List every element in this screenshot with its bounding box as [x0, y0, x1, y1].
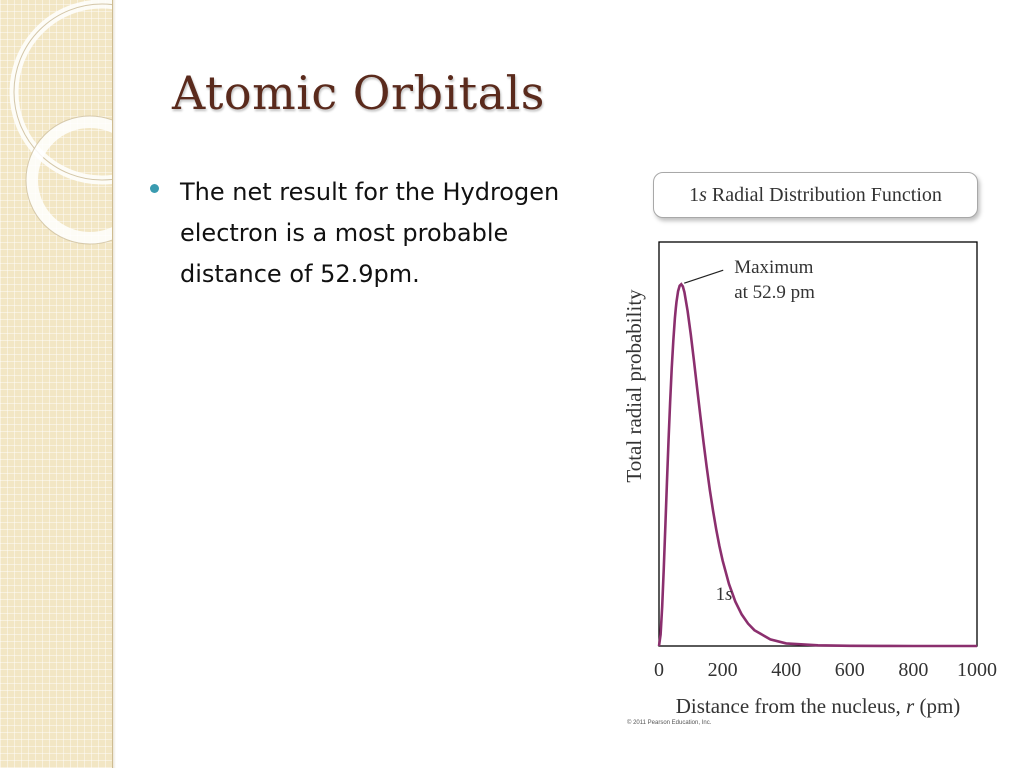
x-tick-label: 400 [771, 659, 801, 681]
chart-title-italic: s [699, 183, 707, 206]
series-line-1s [657, 282, 977, 648]
decorative-side-band [0, 0, 113, 768]
x-tick-label: 800 [898, 659, 928, 681]
annotation-maximum: Maximum [734, 257, 813, 278]
series-label-number: 1 [716, 584, 726, 605]
band-shadow-edge [112, 0, 116, 768]
x-tick-label: 600 [835, 659, 865, 681]
x-axis-label: Distance from the nucleus, r (pm) [676, 694, 961, 718]
x-axis-label-unit: (pm) [914, 694, 960, 718]
series-label-1s: 1s [716, 584, 733, 605]
x-tick-group: 0 200 400 600 800 1000 [654, 659, 997, 681]
bullet-item: The net result for the Hydrogen electron… [148, 172, 588, 295]
y-axis-label: Total radial probability [622, 289, 646, 483]
plot-area-frame [658, 241, 978, 647]
annotation-value: at 52.9 pm [734, 282, 815, 303]
chart-title-number: 1 [689, 183, 700, 206]
bullet-icon [150, 184, 159, 193]
bullet-list: The net result for the Hydrogen electron… [148, 172, 588, 295]
x-tick-label: 1000 [957, 659, 997, 681]
radial-distribution-chart: 0 200 400 600 800 1000 Maximum at 52.9 pm 1s … [622, 241, 997, 718]
series-label-italic: s [725, 584, 732, 605]
chart-title-text: Radial Distribution Function [706, 183, 942, 206]
x-tick-label: 0 [654, 659, 664, 681]
bullet-text: The net result for the Hydrogen electron… [180, 178, 560, 288]
x-axis-label-variable: r [906, 694, 915, 718]
annotation-leader-line [684, 269, 724, 284]
x-axis-label-main: Distance from the nucleus, [676, 694, 906, 718]
slide-title: Atomic Orbitals [172, 66, 545, 120]
x-tick-label: 200 [708, 659, 738, 681]
decorative-rings [9, 0, 112, 245]
copyright-notice: © 2011 Pearson Education, Inc. [627, 720, 712, 726]
